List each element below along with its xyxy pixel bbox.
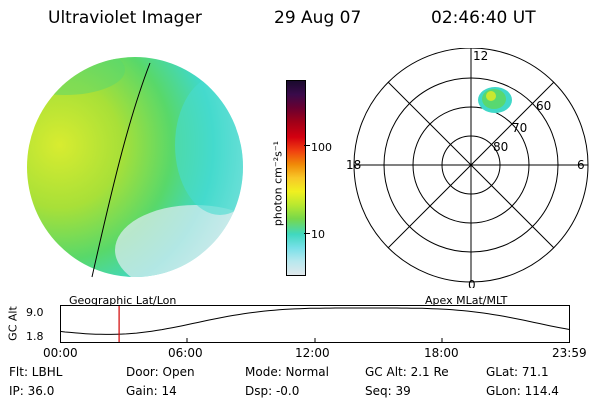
status-gc-alt: GC Alt: 2.1 Re [365,365,449,379]
status-mode: Mode: Normal [245,365,329,379]
status-dsp: Dsp: -0.0 [245,384,300,398]
lat-label-70: 70 [512,121,527,135]
instrument-title: Ultraviolet Imager [48,8,202,28]
timeline-axis-title: GC Alt [6,306,20,341]
lat-label-80: 80 [493,140,508,154]
timeline-ytick-top: 9.0 [26,306,44,319]
status-glat: GLat: 71.1 [486,365,549,379]
timeline-xtick-1800: 18:00 [424,346,459,360]
polar-diagonal-2 [387,81,555,249]
timeline-xtick-0000: 00:00 [43,346,78,360]
date-label: 29 Aug 07 [274,8,362,28]
aurora-blob [478,87,512,113]
altitude-timeline [60,305,571,343]
status-seq: Seq: 39 [365,384,411,398]
polar-mlt-plot: 12 18 6 0 60 70 80 [346,48,589,288]
timeline-left-label: Geographic Lat/Lon [69,294,177,307]
time-label: 02:46:40 UT [431,8,536,28]
colorbar-tick-100: 100 [311,141,332,154]
status-gain: Gain: 14 [126,384,177,398]
timeline-xtick-0600: 06:00 [168,346,203,360]
mlt-label-18: 18 [346,158,361,172]
earth-uv-image [27,57,243,278]
timeline-ytick-bottom: 1.8 [26,330,44,343]
status-filter: Flt: LBHL [9,365,63,379]
status-ip: IP: 36.0 [9,384,55,398]
status-glon: GLon: 114.4 [486,384,559,398]
status-door: Door: Open [126,365,195,379]
timeline-xtick-1200: 12:00 [295,346,330,360]
mlt-label-0: 0 [468,278,476,288]
colorbar [286,80,306,276]
colorbar-unit-label: photon cm⁻²s⁻¹ [271,140,285,227]
lat-label-60: 60 [536,99,551,113]
mlt-label-6: 6 [577,158,585,172]
timeline-right-label: Apex MLat/MLT [425,294,508,307]
altitude-curve [60,307,571,335]
timeline-frame [60,305,570,343]
mlt-label-12: 12 [473,49,488,63]
terminator-line [91,62,151,278]
colorbar-tick-10: 10 [311,228,325,241]
timeline-xtick-2359: 23:59 [552,346,587,360]
